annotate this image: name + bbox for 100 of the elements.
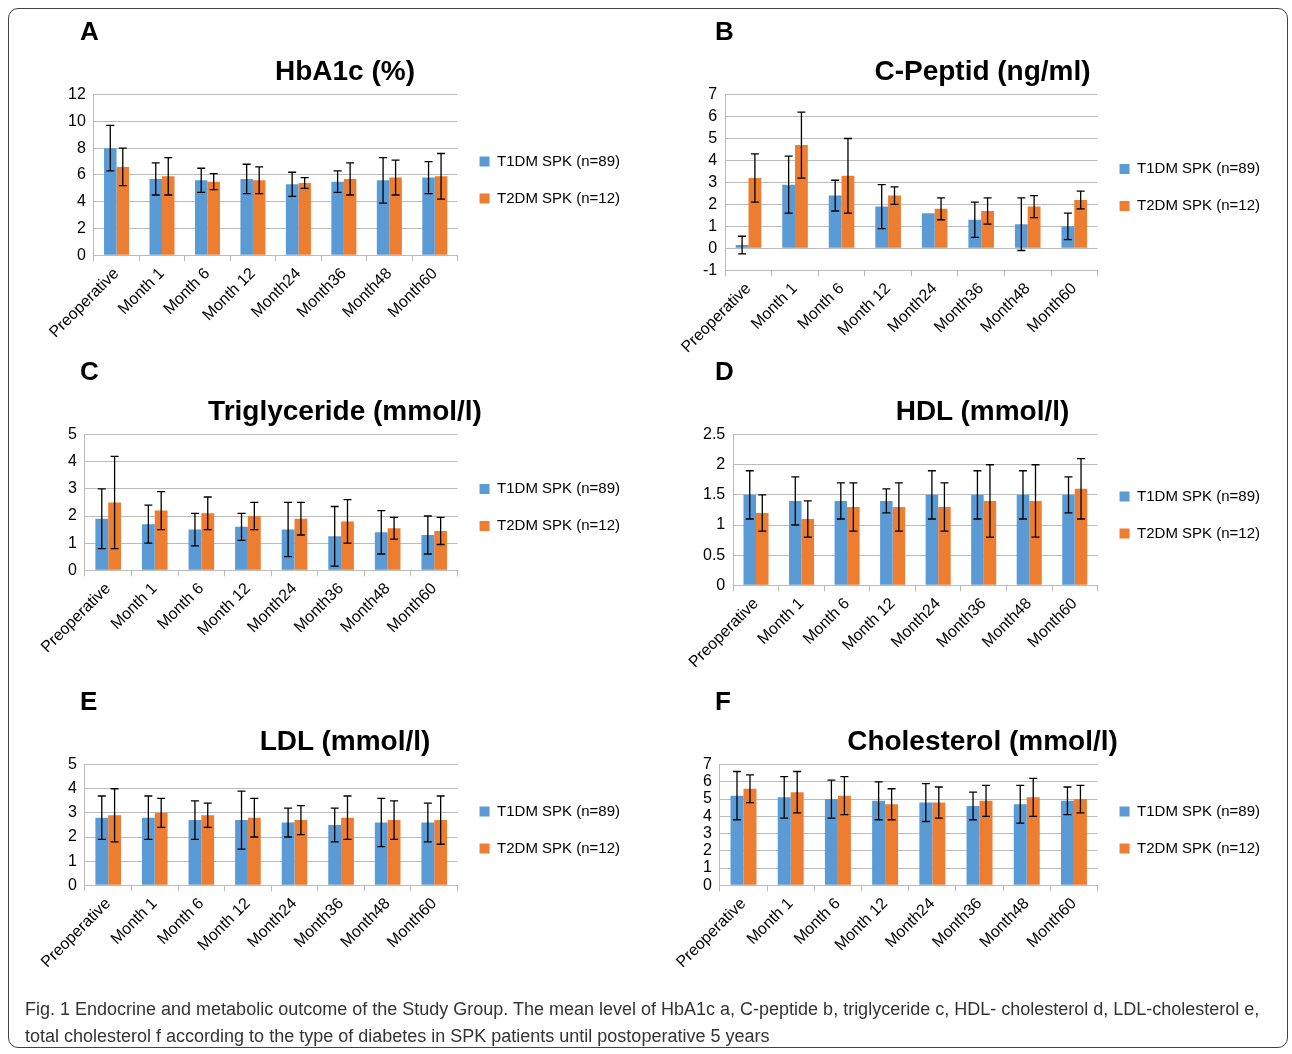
y-tick-label: 3 (67, 803, 77, 821)
bar (824, 799, 838, 885)
y-tick-label: 2 (702, 841, 712, 859)
legend-label: T1DM SPK (n=89) (1137, 801, 1261, 819)
y-tick-label: 6 (708, 106, 718, 124)
bar (1060, 800, 1074, 885)
bar (141, 817, 155, 885)
y-tick-label: 0 (67, 560, 77, 578)
bar (108, 815, 121, 885)
legend-label: T1DM SPK (n=89) (497, 801, 621, 819)
y-tick-label: 0 (702, 875, 712, 893)
bar (343, 178, 357, 255)
chart-title: C-Peptid (ng/ml) (874, 54, 1091, 86)
y-tick-label: 2 (67, 827, 77, 845)
y-tick-label: 4 (67, 779, 77, 797)
y-tick-label: 10 (68, 111, 86, 129)
bar (328, 536, 342, 570)
legend-label: T2DM SPK (n=12) (1137, 523, 1261, 541)
bar (828, 195, 842, 248)
bar (1026, 797, 1040, 885)
bar (247, 516, 261, 570)
y-tick-label: 4 (708, 150, 718, 168)
legend-label: T2DM SPK (n=12) (1137, 196, 1261, 214)
legend-label: T2DM SPK (n=12) (497, 838, 621, 856)
bar (966, 805, 980, 885)
bar (294, 820, 308, 885)
y-tick-label: -1 (702, 260, 718, 278)
y-tick-label: 0 (708, 238, 718, 256)
y-tick-label: 1 (702, 858, 712, 876)
bar (376, 180, 390, 255)
bar (285, 184, 299, 255)
bar (162, 176, 175, 255)
y-tick-label: 2 (716, 455, 726, 473)
text: A (80, 16, 99, 47)
bar (154, 812, 168, 885)
bar (194, 180, 208, 255)
bar (1074, 488, 1088, 585)
y-tick-label: 1 (708, 216, 718, 234)
bar (116, 166, 130, 255)
bar (235, 526, 248, 570)
text: B (715, 16, 734, 47)
bar (1027, 206, 1041, 248)
bar (756, 512, 769, 585)
bar (888, 195, 901, 248)
bar (979, 800, 993, 885)
chart-title: Triglyceride (mmol/l) (208, 394, 482, 426)
legend-label: T1DM SPK (n=89) (497, 151, 621, 169)
bar (95, 518, 109, 570)
y-tick-label: 1 (716, 515, 726, 533)
bar (872, 800, 886, 885)
bar (782, 184, 796, 248)
bar (834, 500, 848, 585)
y-tick-label: 6 (702, 772, 712, 790)
legend-label: T2DM SPK (n=12) (497, 516, 621, 534)
y-tick-label: 1 (67, 533, 77, 551)
bar (252, 180, 266, 255)
bar (374, 822, 388, 885)
bar (743, 494, 757, 585)
y-tick-label: 0 (716, 575, 726, 593)
bar (421, 535, 435, 570)
y-tick-label: 6 (76, 165, 86, 183)
bar (938, 506, 951, 585)
bar (422, 177, 435, 255)
bar (95, 817, 109, 885)
y-tick-label: 5 (708, 128, 718, 146)
bar (1014, 224, 1028, 248)
bar (201, 513, 215, 570)
y-tick-label: 3 (708, 172, 718, 190)
bar (1074, 200, 1088, 248)
y-tick-label: 2 (708, 194, 718, 212)
legend-label: T2DM SPK (n=12) (497, 188, 621, 206)
bar (748, 178, 762, 248)
y-tick-label: 8 (76, 138, 86, 156)
bar (981, 210, 994, 248)
y-tick-label: 0.5 (702, 545, 726, 563)
bar (240, 178, 253, 255)
bar (932, 802, 946, 885)
y-tick-label: 2 (67, 506, 77, 524)
chart-title: Cholesterol (mmol/l) (847, 724, 1118, 756)
y-tick-label: 1 (67, 851, 77, 869)
bar (108, 502, 121, 570)
text: C (80, 356, 99, 387)
y-tick-label: 5 (702, 789, 712, 807)
legend-label: T2DM SPK (n=12) (1137, 838, 1261, 856)
y-tick-label: 2.5 (702, 425, 726, 443)
bar (837, 795, 851, 885)
y-tick-label: 0 (67, 875, 77, 893)
y-tick-label: 7 (702, 755, 712, 773)
bar (790, 792, 804, 885)
bar (374, 532, 388, 570)
bar (875, 206, 889, 248)
y-tick-label: 1.5 (702, 485, 726, 503)
bar (971, 494, 984, 585)
y-tick-label: 2 (76, 218, 86, 236)
y-tick-label: 3 (702, 823, 712, 841)
bar (207, 181, 220, 255)
bar (789, 500, 802, 585)
bar (434, 176, 448, 255)
bar (1013, 804, 1027, 885)
bar (892, 506, 906, 585)
